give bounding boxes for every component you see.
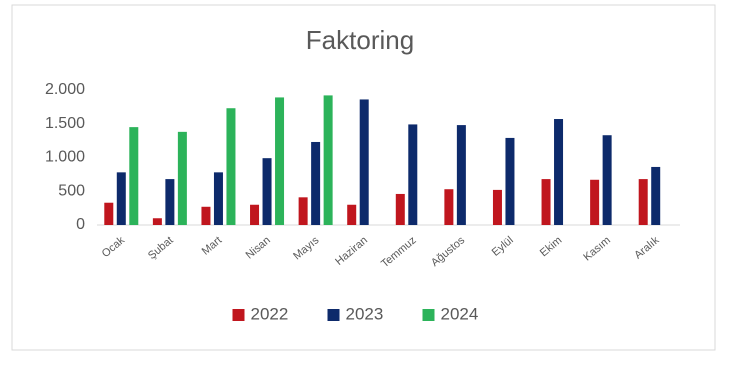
bar: [444, 189, 454, 225]
bar: [177, 131, 187, 225]
bar: [456, 125, 466, 225]
legend-label: 2024: [441, 304, 479, 323]
bar: [651, 166, 661, 225]
bar: [347, 204, 357, 225]
bar: [165, 179, 175, 225]
bar: [359, 99, 369, 225]
y-tick-label: 500: [58, 182, 85, 199]
bar: [275, 97, 285, 225]
bar: [554, 119, 564, 225]
bar: [492, 189, 502, 225]
bar: [311, 141, 321, 225]
legend-label: 2023: [346, 304, 384, 323]
bar: [152, 218, 162, 225]
bar: [395, 193, 405, 225]
chart-title: Faktoring: [306, 25, 414, 55]
y-tick-label: 0: [76, 216, 85, 233]
y-tick-label: 1.500: [45, 115, 85, 132]
bar: [262, 158, 272, 225]
bar: [213, 172, 223, 225]
bar: [104, 202, 114, 225]
y-tick-label: 2.000: [45, 81, 85, 98]
legend-swatch: [232, 309, 245, 321]
y-tick-label: 1.000: [45, 149, 85, 166]
bar: [298, 197, 308, 225]
bar: [602, 135, 612, 225]
bar: [323, 95, 333, 226]
bar: [638, 179, 648, 225]
bar: [541, 179, 551, 225]
bar: [505, 137, 515, 225]
bar: [201, 206, 211, 225]
bar: [116, 172, 126, 225]
bar: [129, 127, 139, 225]
legend-swatch: [422, 309, 435, 321]
bar: [250, 204, 260, 225]
bar: [590, 179, 600, 225]
bar: [226, 108, 236, 225]
legend-swatch: [327, 309, 340, 321]
bar: [408, 124, 418, 225]
legend-label: 2022: [251, 304, 289, 323]
